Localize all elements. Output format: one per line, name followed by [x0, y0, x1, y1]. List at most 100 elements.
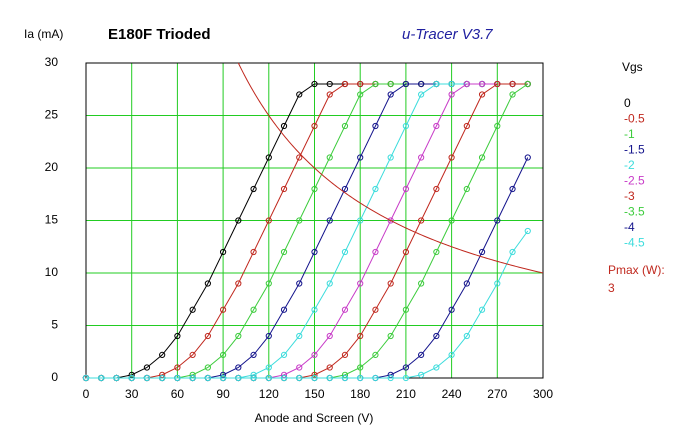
data-point — [387, 280, 394, 287]
data-point — [235, 364, 242, 371]
data-point — [174, 364, 181, 371]
data-point — [311, 371, 318, 378]
legend-label: 0 — [624, 96, 631, 110]
data-point — [418, 371, 425, 378]
data-point — [357, 91, 364, 98]
legend-label: -0.5 — [624, 112, 645, 126]
data-point — [341, 374, 349, 382]
data-point — [265, 217, 272, 224]
data-point — [433, 364, 440, 371]
data-point — [509, 248, 516, 256]
y-axis-label: Ia (mA) — [24, 27, 63, 41]
data-point — [418, 154, 425, 161]
data-point — [402, 248, 409, 256]
data-point — [478, 248, 486, 256]
data-point — [326, 280, 333, 287]
data-point — [250, 185, 257, 193]
y-tick-label: 15 — [45, 213, 59, 227]
data-point — [265, 364, 272, 371]
data-point — [387, 154, 394, 161]
data-point — [326, 154, 333, 161]
data-point — [478, 80, 486, 88]
data-point — [265, 374, 272, 382]
data-point — [463, 80, 470, 88]
data-point — [280, 306, 288, 313]
data-point — [433, 185, 440, 193]
data-point — [478, 154, 486, 161]
data-point — [265, 280, 272, 287]
data-point — [372, 122, 379, 130]
data-point — [524, 80, 531, 88]
data-point — [448, 91, 455, 98]
legend-label: -3.5 — [624, 205, 645, 219]
data-point — [463, 280, 470, 287]
data-point — [478, 91, 486, 98]
data-point — [204, 374, 211, 382]
data-point — [387, 91, 394, 98]
data-point — [372, 248, 379, 256]
data-point — [418, 351, 425, 358]
data-point — [159, 371, 166, 378]
chart-subtitle: u-Tracer V3.7 — [402, 26, 493, 43]
x-tick-label: 300 — [533, 387, 553, 401]
data-point — [341, 371, 349, 378]
data-point — [387, 217, 394, 224]
data-point — [220, 351, 227, 358]
chart-title: E180F Trioded — [108, 26, 211, 43]
data-point — [387, 371, 394, 378]
data-point — [448, 154, 455, 161]
data-point — [220, 374, 227, 382]
y-tick-label: 30 — [45, 55, 59, 69]
data-point — [280, 248, 288, 256]
data-point — [280, 351, 288, 358]
data-point — [311, 80, 318, 88]
y-tick-label: 20 — [45, 160, 59, 174]
data-point — [280, 122, 288, 130]
data-point — [448, 80, 455, 88]
data-point — [509, 185, 516, 193]
data-point — [280, 371, 288, 378]
data-point — [235, 332, 242, 340]
data-point — [326, 91, 333, 98]
data-point — [250, 351, 257, 358]
data-point — [189, 374, 196, 382]
data-point — [326, 217, 333, 224]
data-point — [494, 217, 501, 224]
x-axis-label: Anode and Screen (V) — [255, 411, 374, 425]
data-point — [143, 364, 151, 371]
data-point — [128, 374, 135, 382]
data-point — [159, 374, 166, 382]
pmax-value: 3 — [608, 281, 615, 295]
data-point — [357, 332, 364, 340]
data-point — [280, 185, 288, 193]
data-point — [448, 351, 455, 358]
data-point — [402, 364, 409, 371]
data-point — [478, 306, 486, 313]
data-point — [98, 374, 105, 382]
x-tick-label: 0 — [83, 387, 90, 401]
data-point — [357, 364, 364, 371]
legend-title: Vgs — [622, 60, 643, 74]
data-point — [448, 217, 455, 224]
data-point — [311, 306, 318, 313]
data-point — [82, 374, 90, 382]
data-point — [463, 185, 470, 193]
data-point — [357, 280, 364, 287]
data-point — [326, 374, 333, 382]
data-point — [204, 364, 211, 371]
data-point — [372, 374, 379, 382]
data-point — [341, 185, 349, 193]
data-point — [265, 332, 272, 340]
x-tick-label: 60 — [171, 387, 185, 401]
data-point — [402, 374, 409, 382]
data-point — [418, 80, 425, 88]
data-point — [296, 374, 303, 382]
data-point — [311, 374, 318, 382]
legend-label: -1.5 — [624, 143, 645, 157]
data-point — [433, 80, 440, 88]
data-point — [341, 248, 349, 256]
y-tick-label: 10 — [45, 265, 59, 279]
data-point — [494, 280, 501, 287]
data-point — [509, 91, 516, 98]
